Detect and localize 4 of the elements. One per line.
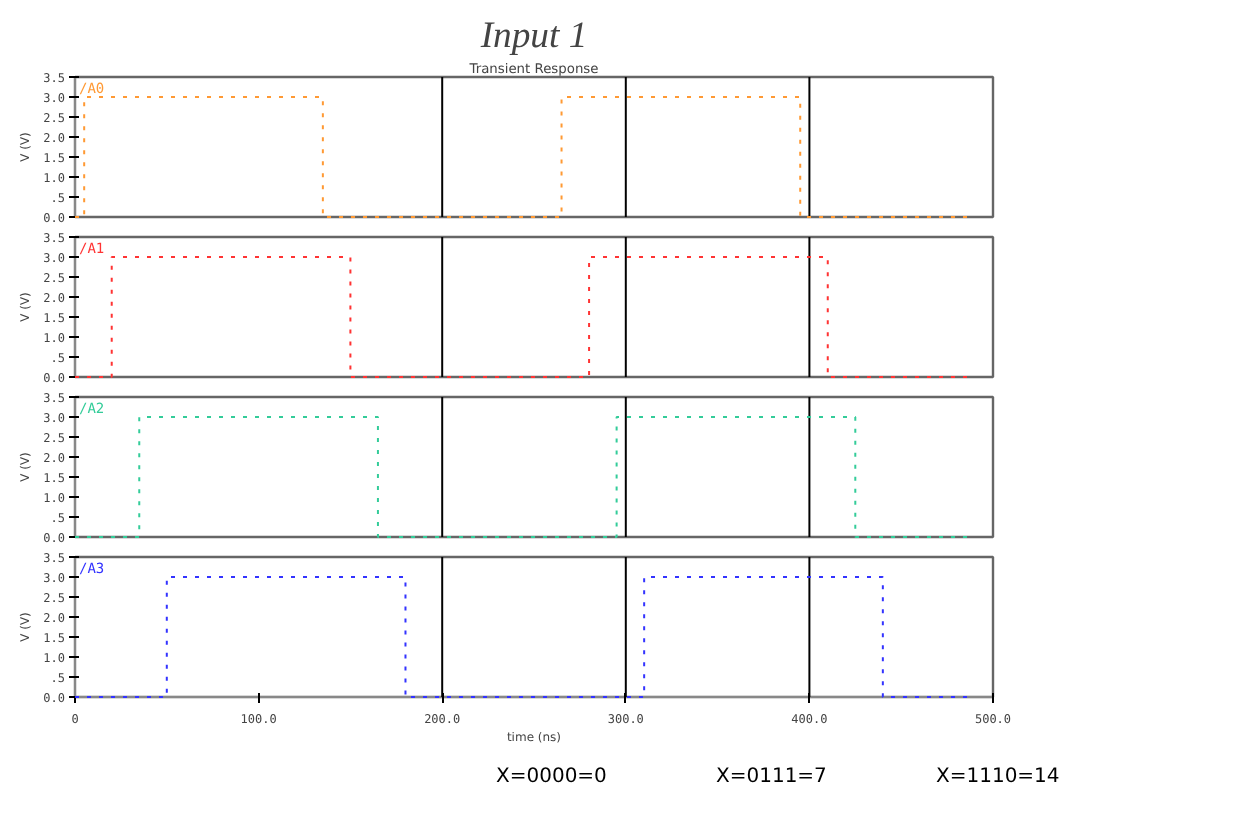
text: X=0000=0: [496, 764, 607, 792]
text: X=1110=14: [936, 764, 1060, 792]
chart-title: Input 1: [478, 15, 588, 57]
text: X=0111=7: [716, 764, 827, 792]
